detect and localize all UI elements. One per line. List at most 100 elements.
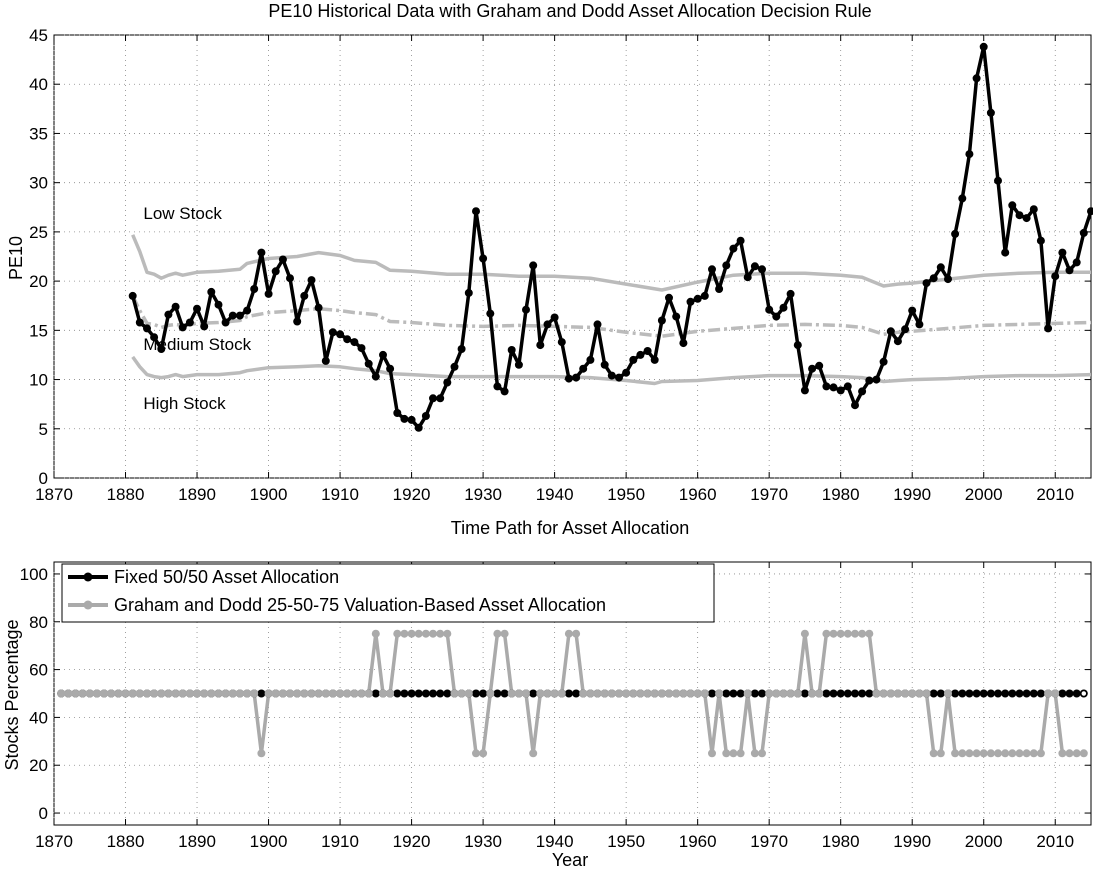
fixed-allocation-point	[822, 689, 831, 698]
graham-dodd-point	[672, 689, 681, 698]
fixed-allocation-point	[529, 689, 538, 698]
y-tick-label: 40	[29, 708, 48, 727]
y-tick-label: 15	[29, 321, 48, 340]
pe10-point	[743, 273, 752, 282]
legend-marker-graham	[83, 600, 93, 610]
pe10-point	[986, 108, 995, 117]
graham-dodd-point	[1022, 749, 1031, 758]
x-tick-label: 1870	[35, 485, 73, 504]
graham-dodd-point	[507, 689, 516, 698]
fixed-allocation-point	[858, 689, 867, 698]
pe10-point	[1015, 211, 1024, 220]
graham-dodd-point	[64, 689, 73, 698]
graham-dodd-point	[321, 689, 330, 698]
pe10-point	[944, 275, 952, 284]
pe10-point	[836, 386, 845, 395]
fixed-allocation-point	[979, 689, 988, 698]
graham-dodd-point	[307, 689, 316, 698]
fixed-allocation-point	[1001, 689, 1010, 698]
graham-dodd-point	[407, 629, 416, 638]
graham-dodd-point	[271, 689, 280, 698]
graham-dodd-point	[486, 689, 495, 698]
x-tick-label: 1880	[107, 485, 145, 504]
pe10-point	[679, 339, 688, 348]
graham-dodd-point	[100, 689, 109, 698]
pe10-point	[758, 265, 766, 274]
pe10-point	[185, 318, 194, 327]
graham-dodd-point	[965, 749, 974, 758]
fixed-allocation-point	[479, 689, 488, 698]
x-tick-label: 1950	[607, 832, 645, 851]
graham-dodd-point	[657, 689, 666, 698]
graham-dodd-point	[786, 689, 795, 698]
x-tick-label: 1890	[178, 832, 216, 851]
pe10-point	[922, 279, 931, 288]
graham-dodd-point	[150, 689, 159, 698]
graham-dodd-point	[71, 689, 80, 698]
fixed-allocation-point	[986, 689, 995, 698]
pe10-point	[908, 306, 917, 315]
graham-dodd-point	[171, 689, 180, 698]
pe10-point	[622, 368, 631, 377]
graham-dodd-point	[379, 689, 387, 698]
fixed-allocation-point	[865, 689, 874, 698]
y-tick-label: 25	[29, 223, 48, 242]
pe10-point	[936, 263, 945, 272]
pe10-point	[421, 412, 430, 420]
pe10-point	[1065, 266, 1074, 275]
pe10-point	[500, 387, 509, 396]
pe10-point	[486, 309, 495, 318]
x-tick-label: 1920	[393, 485, 431, 504]
graham-dodd-point	[808, 689, 817, 698]
graham-dodd-point	[600, 689, 609, 698]
graham-dodd-point	[643, 689, 652, 698]
graham-dodd-point	[722, 749, 731, 758]
graham-dodd-point	[586, 689, 595, 698]
graham-dodd-point	[500, 629, 509, 638]
pe10-point	[600, 360, 609, 369]
pe10-point	[357, 344, 366, 353]
pe10-point	[436, 394, 445, 403]
graham-dodd-point	[922, 689, 931, 698]
graham-dodd-point	[972, 749, 981, 758]
pe10-point	[772, 312, 781, 321]
pe10-point	[407, 415, 416, 424]
graham-dodd-point	[758, 749, 766, 758]
fixed-allocation-point	[400, 689, 409, 698]
graham-dodd-point	[178, 689, 187, 698]
graham-dodd-point	[836, 629, 845, 638]
fixed-allocation-point	[1008, 689, 1017, 698]
y-tick-label: 45	[29, 26, 48, 45]
upper-band-line	[131, 234, 1091, 292]
graham-dodd-point	[350, 689, 359, 698]
pe10-point	[851, 401, 859, 410]
fixed-allocation-point	[708, 689, 716, 698]
y-axis-label: Stocks Percentage	[2, 619, 22, 770]
pe10-point	[514, 360, 523, 369]
graham-dodd-point	[529, 749, 538, 758]
pe10-point	[178, 323, 187, 332]
y-tick-label: 0	[39, 469, 48, 488]
graham-dodd-point	[121, 689, 130, 698]
y-tick-label: 40	[29, 75, 48, 94]
pe10-point	[657, 316, 666, 325]
pe10-point	[400, 414, 409, 423]
fixed-allocation-endpoint	[1080, 689, 1088, 698]
x-tick-label: 1910	[321, 485, 359, 504]
pe10-point	[264, 289, 273, 298]
pe10-point	[779, 303, 788, 312]
pe10-point	[615, 373, 623, 382]
graham-dodd-point	[743, 689, 752, 698]
graham-dodd-point	[364, 689, 373, 698]
pe10-point	[793, 341, 802, 350]
fixed-allocation-point	[257, 689, 266, 698]
pe10-point	[829, 383, 838, 392]
pe10-point	[286, 274, 294, 283]
graham-dodd-point	[886, 689, 895, 698]
graham-dodd-point	[700, 689, 709, 698]
graham-dodd-point	[1072, 749, 1081, 758]
graham-dodd-point	[157, 689, 166, 698]
fixed-allocation-point	[851, 689, 859, 698]
fixed-allocation-point	[736, 689, 745, 698]
graham-dodd-point	[493, 629, 502, 638]
